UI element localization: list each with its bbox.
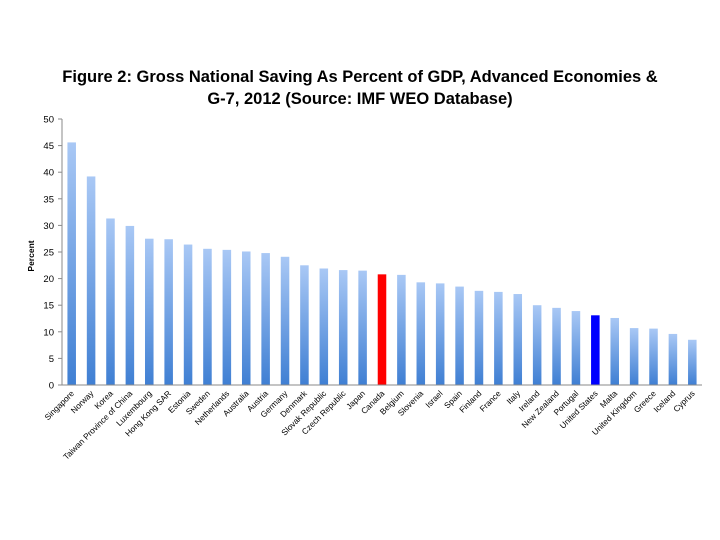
y-axis-ticks: 0 5 10 15 20 25 30 35 40 45 50 <box>43 115 62 392</box>
bar-austria <box>261 253 270 385</box>
bar-denmark <box>300 265 309 385</box>
chart-title-line2: G-7, 2012 (Source: IMF WEO Database) <box>207 90 512 108</box>
bar-united-states <box>591 315 600 385</box>
bar-belgium <box>397 274 406 385</box>
bar-singapore <box>67 142 76 385</box>
bar-norway <box>86 176 96 385</box>
bar-japan <box>358 270 367 385</box>
x-tick-label: Finland <box>457 388 484 415</box>
bar-finland <box>474 290 484 385</box>
bar-iceland <box>668 333 678 385</box>
bar-czech-republic <box>338 270 348 385</box>
x-tick-label: Israel <box>423 388 445 410</box>
bar-canada <box>377 274 387 385</box>
y-tick-label: 0 <box>49 381 54 392</box>
bar-hong-kong-sar <box>164 239 173 385</box>
bar-slovak-republic <box>319 268 329 385</box>
chart-title-line1: Figure 2: Gross National Saving As Perce… <box>62 68 657 86</box>
bar-germany <box>280 256 290 385</box>
y-tick-label: 40 <box>43 168 54 179</box>
bar-cyprus <box>688 339 697 385</box>
y-tick-label: 15 <box>43 301 54 312</box>
x-tick-label: France <box>477 388 503 414</box>
x-tick-label: Cyprus <box>671 388 697 414</box>
y-tick-label: 45 <box>43 141 54 152</box>
bar-australia <box>241 251 251 385</box>
y-tick-label: 10 <box>43 327 54 338</box>
bar-taiwan-province-of-china <box>125 225 135 385</box>
y-axis-label: Percent <box>26 240 36 271</box>
bar-new-zealand <box>552 307 561 385</box>
bar-italy <box>513 294 523 385</box>
x-tick-label: Norway <box>69 388 97 416</box>
bar-israel <box>435 283 445 385</box>
bar-spain <box>455 286 464 385</box>
bar-france <box>494 291 503 385</box>
bar-malta <box>610 317 619 385</box>
bar-ireland <box>532 305 542 385</box>
y-tick-label: 20 <box>43 274 54 285</box>
bar-korea <box>106 218 115 385</box>
bar-estonia <box>183 244 193 385</box>
bar-sweden <box>203 248 212 385</box>
bar-netherlands <box>222 249 232 385</box>
bar-portugal <box>571 311 581 385</box>
bars <box>67 142 697 385</box>
bar-greece <box>649 328 658 385</box>
y-tick-label: 25 <box>43 248 54 259</box>
bar-luxembourg <box>145 238 154 385</box>
y-tick-label: 5 <box>49 354 54 365</box>
y-tick-label: 50 <box>43 115 54 126</box>
y-tick-label: 30 <box>43 221 54 232</box>
bar-united-kingdom <box>629 328 639 385</box>
bar-slovenia <box>416 282 426 385</box>
y-tick-label: 35 <box>43 194 54 205</box>
